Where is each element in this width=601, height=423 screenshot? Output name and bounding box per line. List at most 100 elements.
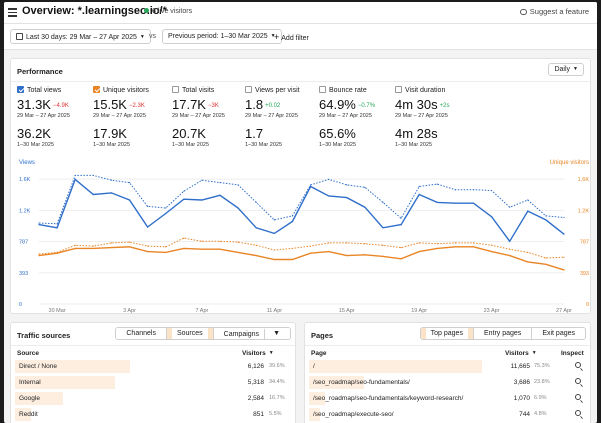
series-0-point [328, 195, 330, 197]
metric-prev-date: 1–30 Mar 2025 [319, 142, 356, 148]
search-icon[interactable] [575, 410, 581, 416]
table-row[interactable]: / 11,665 75.3% [305, 359, 590, 374]
row-label: Internal [19, 379, 41, 386]
share-bar [15, 360, 130, 373]
metric-4[interactable]: Bounce rate 64.9% −0.7% 29 Mar – 27 Apr 202… [319, 86, 395, 148]
series-0-point [183, 198, 185, 200]
series-3-point [165, 246, 167, 248]
series-1-point [38, 222, 40, 224]
series-0-point [237, 207, 239, 209]
series-1-point [400, 217, 402, 219]
tab-exit-pages[interactable]: Exit pages [532, 328, 585, 339]
series-1-point [128, 181, 131, 184]
metric-checkbox[interactable] [319, 86, 326, 93]
series-2-point [110, 247, 113, 249]
metric-checkbox[interactable] [245, 86, 252, 93]
series-line-0 [38, 178, 565, 243]
search-icon[interactable] [575, 362, 581, 368]
metric-date: 29 Mar – 27 Apr 2025 [93, 113, 146, 119]
row-visitors: 851 [253, 411, 264, 418]
table-row[interactable]: /seo_roadmap/execute-seo/744 4.8% [305, 407, 590, 422]
tab-campaigns[interactable]: Campaigns ▼ [213, 328, 290, 339]
series-3-point [328, 242, 330, 244]
series-0-point [472, 202, 475, 204]
row-label: Google [19, 395, 40, 402]
table-row[interactable]: Internal 5,318 34.4% [11, 375, 295, 390]
share-bar [15, 408, 31, 421]
search-icon[interactable] [575, 378, 581, 384]
metric-value-text: 1.8 [245, 97, 264, 112]
metric-value-text: 4m 30s [395, 97, 438, 112]
metric-delta: −3K [207, 103, 219, 109]
granularity-select[interactable]: Daily ▼ [548, 63, 584, 76]
series-2-point [128, 246, 131, 248]
right-tick-label: 787 [580, 240, 589, 246]
metric-2[interactable]: Total visits 17.7K −3K 29 Mar – 27 Apr 2025… [172, 86, 248, 148]
page-column-header[interactable]: Page [311, 350, 327, 357]
share-bar [309, 360, 483, 373]
series-1-point [346, 184, 348, 186]
tab-channels[interactable]: Channels [116, 328, 167, 339]
metric-checkbox[interactable] [17, 86, 24, 93]
metric-value: 64.9% −0.7% [319, 97, 395, 112]
series-0-point [128, 199, 131, 201]
table-row[interactable]: Direct / None 6,126 39.6% [11, 359, 295, 374]
page-visitors-column-header[interactable]: Visitors ▼ [505, 350, 537, 357]
series-1-point [509, 206, 511, 208]
top-header: Overview: *.learningseo.io/* 6 live visi… [4, 2, 597, 24]
table-row[interactable]: Reddit 851 5.5% [11, 407, 295, 422]
series-2-point [237, 251, 239, 254]
metric-prev-value: 20.7K [172, 126, 206, 141]
series-3-point [255, 244, 257, 246]
row-label: / [313, 363, 315, 370]
pages-tabs: Top pages Entry pages Exit pages [419, 327, 586, 340]
row-visitors: 5,318 [247, 379, 264, 386]
metric-label-text: Total views [27, 87, 62, 94]
row-percent: 39.6% [269, 363, 285, 369]
series-2-point [382, 255, 384, 257]
metric-value-text: 15.5K [93, 97, 127, 112]
metric-checkbox[interactable] [395, 86, 402, 93]
left-tick-label: 1.2K [19, 208, 31, 214]
metric-checkbox[interactable] [93, 86, 100, 93]
metric-1[interactable]: Unique visitors 15.5K −2.3K 29 Mar – 27 Apr… [93, 86, 169, 148]
series-3-point [545, 257, 547, 259]
vs-label: vs [149, 33, 156, 40]
series-0-point [436, 201, 438, 203]
suggest-feature-button[interactable]: Suggest a feature [519, 7, 589, 16]
series-0-point [273, 232, 275, 234]
compare-period-picker[interactable]: Previous period: 1–30 Mar 2025 ▼ [162, 29, 282, 44]
date-range-picker[interactable]: Last 30 days: 29 Mar – 27 Apr 2025 ▼ [10, 29, 151, 44]
series-1-point [237, 184, 239, 186]
table-row[interactable]: Google 2,584 16.7% [11, 391, 295, 406]
source-column-header[interactable]: Source [17, 350, 40, 357]
visitors-column-header[interactable]: Visitors ▼ [242, 350, 274, 357]
menu-icon[interactable] [8, 8, 17, 17]
table-row[interactable]: /seo_roadmap/seo-fundamentals/3,686 23.8% [305, 375, 590, 390]
metric-checkbox[interactable] [172, 86, 179, 93]
x-tick-label: 19 Apr [411, 308, 427, 314]
row-visitors: 2,584 [247, 395, 264, 402]
tab-sources[interactable]: Sources [166, 328, 214, 339]
search-icon[interactable] [575, 394, 581, 400]
metric-0[interactable]: Total views 31.3K −4.9K 29 Mar – 27 Apr 202… [17, 86, 93, 148]
tab-label: Campaigns [218, 329, 266, 339]
series-2-point [418, 251, 420, 253]
add-filter-button[interactable]: + Add filter [274, 32, 309, 42]
series-1-point [74, 174, 76, 177]
series-0-point [309, 185, 312, 188]
tab-label: Sources [171, 328, 208, 339]
series-2-point [454, 246, 456, 248]
metric-3[interactable]: Views per visit 1.8 +0.02 29 Mar – 27 Apr 2… [245, 86, 321, 148]
tab-entry-pages[interactable]: Entry pages [473, 328, 533, 339]
table-row[interactable]: /seo_roadmap/seo-fundamentals/keyword-re… [305, 391, 590, 406]
tab-top-pages[interactable]: Top pages [420, 328, 474, 339]
metric-5[interactable]: Visit duration 4m 30s +2s 29 Mar – 27 Apr 2… [395, 86, 471, 148]
metric-value: 17.7K −3K [172, 97, 248, 112]
row-label: /seo_roadmap/seo-fundamentals/keyword-re… [313, 395, 464, 402]
metric-label: Unique visitors [93, 86, 169, 94]
series-3-point [436, 243, 438, 245]
row-percent: 75.3% [534, 363, 550, 369]
live-visitors[interactable]: 6 live visitors [144, 8, 192, 15]
series-1-point [418, 185, 420, 188]
